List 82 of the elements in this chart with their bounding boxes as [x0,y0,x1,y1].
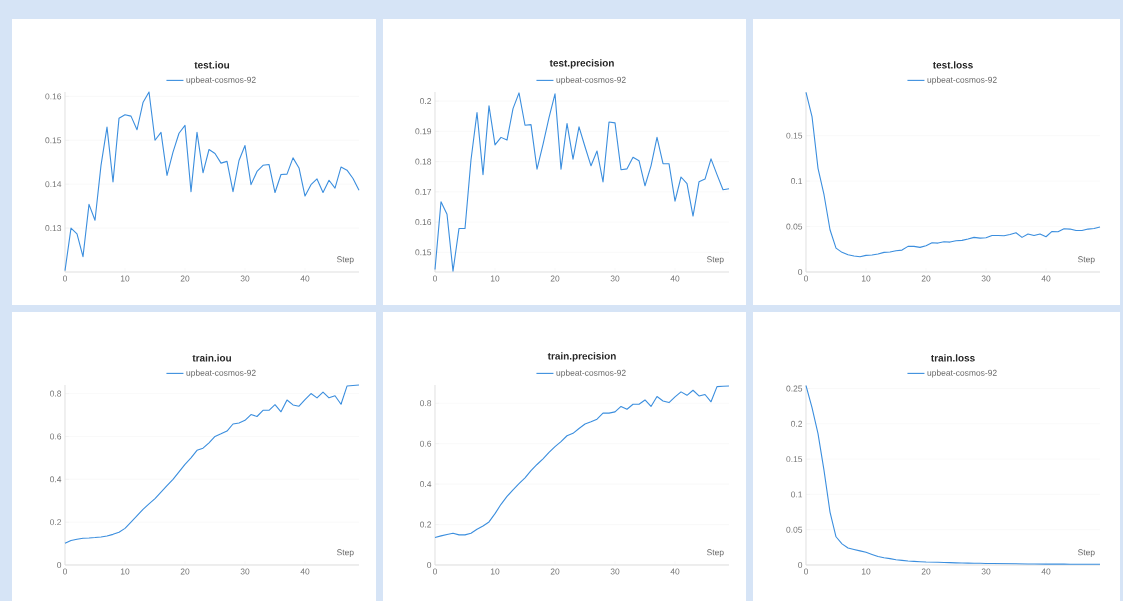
x-tick-label: 30 [240,275,250,282]
x-tick-label: 30 [240,568,250,575]
y-tick-label: 0.6 [50,433,62,440]
x-tick-label: 20 [180,568,190,575]
y-tick-label: 0.15 [45,137,62,144]
legend-label: upbeat-cosmos-92 [556,76,626,85]
y-tick-label: 0.8 [420,400,432,407]
y-tick-label: 0.14 [45,181,62,188]
x-tick-label: 40 [1041,275,1051,282]
x-tick-label: 30 [610,275,620,282]
x-tick-label: 40 [300,568,310,575]
y-tick-label: 0.4 [50,476,62,483]
legend-label: upbeat-cosmos-92 [186,369,256,378]
x-tick-label: 20 [921,568,931,575]
x-tick-label: 20 [921,275,931,282]
chart-title: test.iou [194,61,230,69]
y-tick-label: 0 [427,562,432,568]
chart-title: test.loss [932,61,973,69]
x-tick-label: 0 [803,568,809,575]
y-tick-label: 0.2 [791,420,803,427]
y-tick-label: 0.1 [791,491,803,498]
y-tick-label: 0.8 [50,390,62,397]
x-tick-label: 40 [670,568,680,575]
y-tick-label: 0.2 [420,521,432,528]
x-tick-label: 10 [861,275,871,282]
line-series [805,91,1101,258]
x-tick-label: 20 [180,275,190,282]
x-axis-title: Step [706,549,724,557]
x-tick-label: 40 [670,275,680,282]
chart-title: test.precision [549,59,614,69]
y-tick-label: 0.2 [50,519,62,526]
line-series [64,91,360,272]
x-tick-label: 40 [1041,568,1051,575]
x-axis-title: Step [336,549,354,557]
x-tick-label: 30 [981,568,991,575]
chart-title: train.iou [192,354,232,362]
y-tick-label: 0.16 [415,219,432,226]
x-tick-label: 10 [120,568,130,575]
x-tick-label: 0 [432,275,438,282]
x-tick-label: 10 [490,568,500,575]
y-tick-label: 0 [798,269,803,275]
x-tick-label: 30 [610,568,620,575]
y-tick-label: 0 [798,562,803,568]
x-tick-label: 10 [490,275,500,282]
x-tick-label: 30 [981,275,991,282]
y-tick-label: 0.25 [786,385,803,392]
chart-title: train.loss [930,354,975,362]
y-tick-label: 0.19 [415,128,432,135]
y-tick-label: 0.16 [45,93,62,100]
y-tick-label: 0 [57,562,62,568]
line-series [434,385,730,539]
y-tick-label: 0.17 [415,188,432,195]
y-tick-label: 0.13 [45,225,62,232]
x-tick-label: 20 [550,568,560,575]
legend-label: upbeat-cosmos-92 [927,76,997,85]
y-tick-label: 0.15 [786,132,803,139]
y-tick-label: 0.18 [415,158,432,165]
x-axis-title: Step [1077,549,1095,557]
y-tick-label: 0.2 [420,98,432,105]
x-tick-label: 20 [550,275,560,282]
x-tick-label: 0 [432,568,438,575]
x-tick-label: 0 [62,568,68,575]
y-tick-label: 0.15 [415,249,432,256]
x-tick-label: 0 [62,275,68,282]
x-tick-label: 40 [300,275,310,282]
legend-label: upbeat-cosmos-92 [556,369,626,378]
x-tick-label: 10 [120,275,130,282]
x-axis-title: Step [706,256,724,264]
y-tick-label: 0.1 [791,178,803,185]
y-tick-label: 0.4 [420,481,432,488]
y-tick-label: 0.15 [786,456,803,463]
y-tick-label: 0.05 [786,526,803,533]
x-tick-label: 10 [861,568,871,575]
legend-label: upbeat-cosmos-92 [927,369,997,378]
legend-label: upbeat-cosmos-92 [186,76,256,85]
y-tick-label: 0.05 [786,223,803,230]
x-tick-label: 0 [803,275,809,282]
x-axis-title: Step [336,256,354,264]
chart-title: train.precision [547,352,616,362]
x-axis-title: Step [1077,256,1095,264]
line-series [434,92,730,272]
y-tick-label: 0.6 [420,440,432,447]
